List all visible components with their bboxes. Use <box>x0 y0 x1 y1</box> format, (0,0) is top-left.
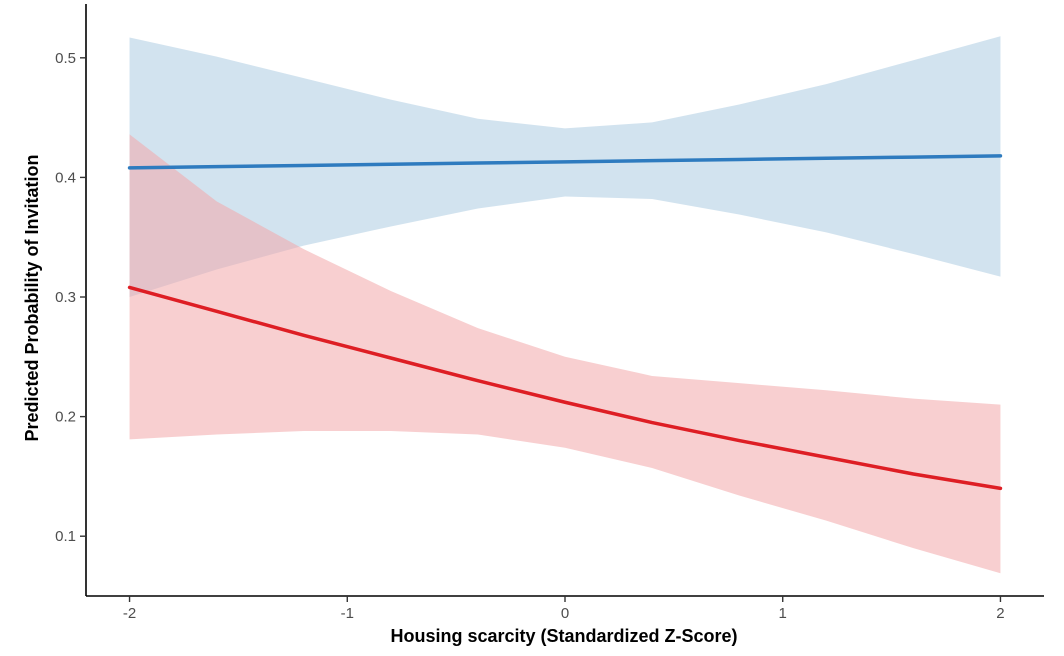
x-tick-label: -1 <box>341 605 354 622</box>
x-tick-label: -2 <box>123 605 136 622</box>
y-tick-label: 0.1 <box>55 528 76 545</box>
y-tick-label: 0.4 <box>55 169 76 186</box>
confidence-bands <box>130 36 1001 573</box>
x-tick-label: 0 <box>561 605 569 622</box>
x-tick-label: 2 <box>996 605 1004 622</box>
y-tick-label: 0.2 <box>55 409 76 426</box>
y-tick-label: 0.5 <box>55 50 76 67</box>
x-axis-title: Housing scarcity (Standardized Z-Score) <box>390 626 737 646</box>
x-tick-label: 1 <box>779 605 787 622</box>
y-tick-label: 0.3 <box>55 289 76 306</box>
y-axis-title: Predicted Probability of Invitation <box>22 154 42 441</box>
